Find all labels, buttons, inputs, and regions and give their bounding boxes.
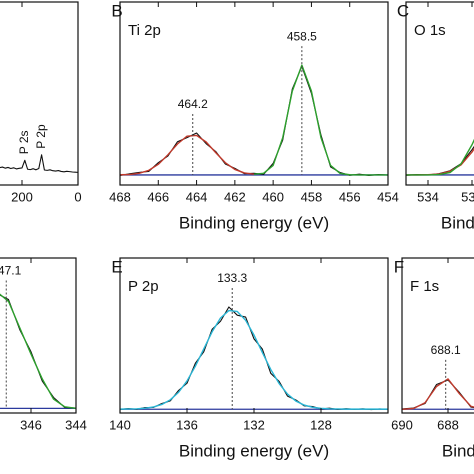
spectrum-line [405,145,474,176]
x-tick-label: 344 [65,417,87,432]
peak-label: 464.2 [178,97,208,111]
x-tick-label: 532 [461,189,474,204]
panel-title: O 1s [414,22,446,39]
x-tick-label: 458 [301,189,323,204]
peak-label: 688.1 [431,343,461,357]
spectrum-line [406,147,474,176]
x-tick-label: 128 [310,417,332,432]
x-tick-label: 534 [417,189,439,204]
spectrum-line [119,65,389,177]
spectrum-line [406,138,474,176]
peak-label: 133.3 [217,271,247,285]
x-tick-label: 456 [339,189,361,204]
panel-title: P 2p [128,278,159,295]
panel-letter: C [397,1,409,20]
x-axis-label: Binding energy (eV) [441,213,474,232]
spectrum-line [401,379,474,410]
panel-title: F 1s [410,278,439,295]
panel-letter: B [111,1,122,20]
plot-frame [405,1,474,186]
x-tick-label: 690 [391,417,413,432]
x-axis-label: Binding energy (eV) [442,441,474,460]
plot-frame [119,1,389,186]
plot-frame [401,257,474,414]
panel-title: Ti 2p [128,22,161,39]
plot-frame [0,1,79,186]
x-axis-label: Binding energy (eV) [179,213,329,232]
panel-letter: F [394,257,404,276]
spectrum-line [119,306,389,411]
x-tick-label: 346 [20,417,42,432]
x-tick-label: 466 [147,189,169,204]
x-tick-label: 132 [243,417,265,432]
x-tick-label: 140 [109,417,131,432]
x-tick-label: 468 [109,189,131,204]
peak-label: 347.1 [0,264,22,278]
x-tick-label: 688 [437,417,459,432]
spectrum-line [0,154,79,173]
spectrum-line [253,64,388,176]
spectrum-line [119,309,388,410]
spectrum-line [0,294,77,409]
x-tick-label: 200 [11,189,33,204]
peak-label: 458.5 [287,29,317,43]
spectrum-line [119,134,255,176]
x-tick-label: 136 [176,417,198,432]
spectrum-line [401,378,474,410]
x-tick-label: 460 [262,189,284,204]
plot-frame [0,257,77,414]
peak-annotation: P 2s [17,130,31,154]
x-tick-label: 454 [377,189,399,204]
x-tick-label: 0 [74,189,81,204]
x-tick-label: 462 [224,189,246,204]
x-tick-label: 464 [186,189,208,204]
x-axis-label: Binding energy (eV) [179,441,329,460]
panel-letter: E [111,257,122,276]
spectrum-line [0,293,77,410]
peak-annotation: P 2p [34,124,48,149]
